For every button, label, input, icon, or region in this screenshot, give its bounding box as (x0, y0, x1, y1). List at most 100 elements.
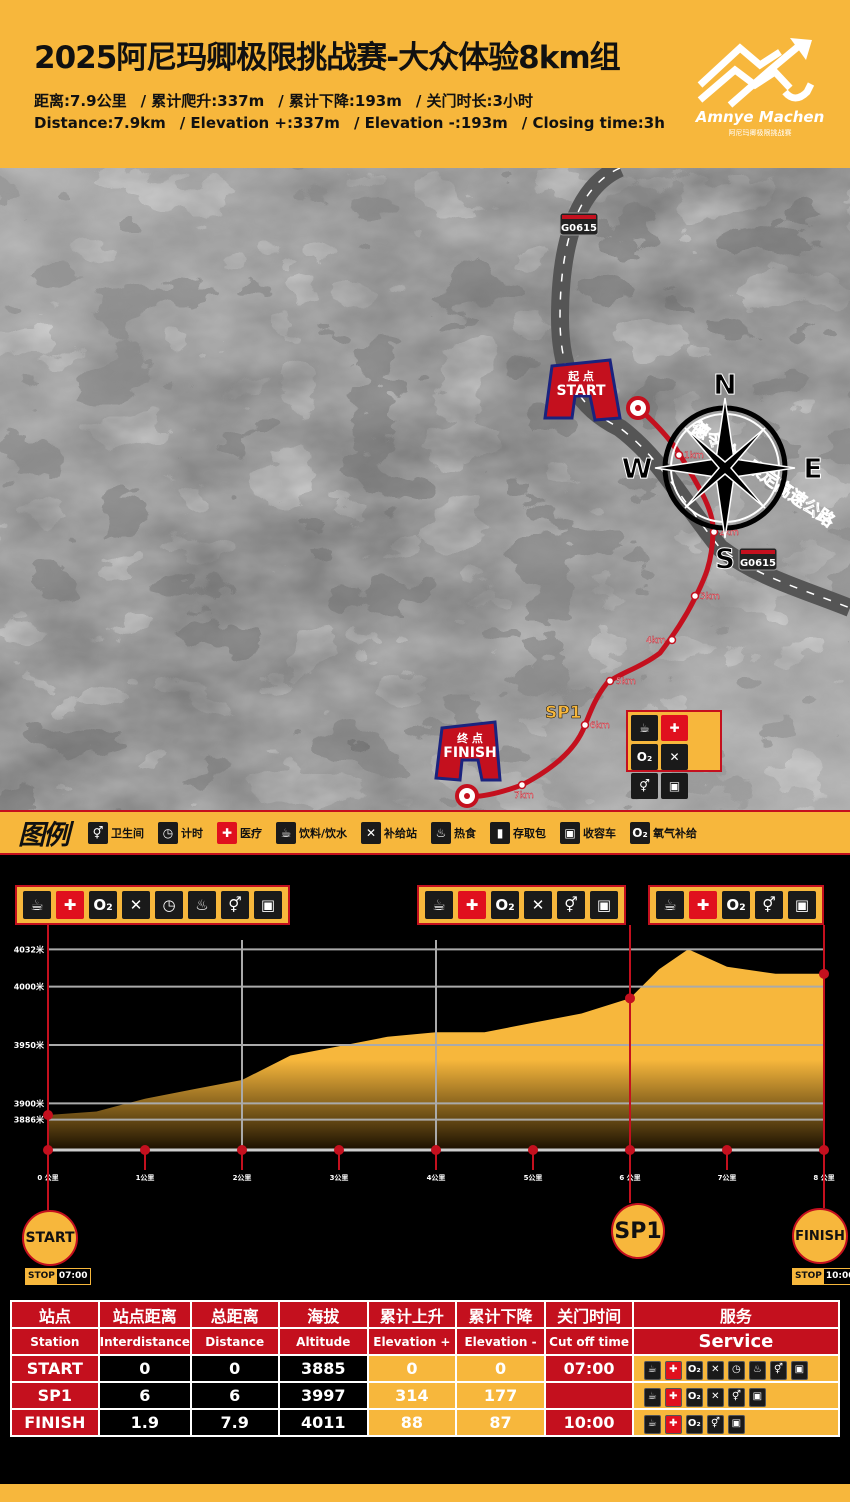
bus-icon: ▣ (748, 1387, 766, 1407)
timing-icon: ◷ (158, 821, 178, 844)
legend-item: ✕ 补给站 (361, 821, 418, 844)
svg-text:G0615: G0615 (561, 223, 597, 234)
bus-icon: ▣ (727, 1414, 745, 1434)
cell-alt: 4011 (277, 1408, 370, 1437)
legend-label: 医疗 (240, 826, 262, 840)
km-dot (431, 1145, 441, 1155)
km-label: 7km (514, 791, 534, 801)
y-tick-label: 3900米 (14, 1098, 45, 1108)
x-tick-label: 7公里 (718, 1173, 737, 1182)
x-tick-label: 3公里 (330, 1173, 349, 1182)
bottom-bar (0, 1484, 850, 1502)
column-header-en: Service (631, 1327, 841, 1356)
food-icon: ✕ (361, 821, 382, 844)
road-sign: G0615 (559, 212, 599, 236)
cell-inter: 6 (97, 1381, 192, 1410)
checkpoint-dot (625, 993, 635, 1004)
column-header-en: Elevation - (454, 1327, 547, 1356)
cell-services: ☕ ✚ O₂ ✕ ⚥ ▣ (631, 1381, 841, 1410)
bus-icon: ▣ (788, 891, 816, 919)
stat: / Elevation +:337m (179, 114, 340, 132)
route-map: 1km 2km 3km 4km 5km 6km 7km G0615 G0615 … (0, 168, 850, 810)
svg-text:起 点: 起 点 (567, 369, 594, 383)
legend-label: 饮料/饮水 (299, 826, 348, 840)
x-tick-label: 4公里 (427, 1173, 446, 1182)
km-label: 5km (616, 677, 636, 687)
food-icon: ✕ (661, 744, 688, 770)
legend-item: O₂ 氧气补给 (630, 821, 697, 844)
legend-title: 图例 (18, 820, 70, 851)
km-dot (334, 1145, 344, 1155)
cell-alt: 3997 (277, 1381, 370, 1410)
start-badge: START (22, 1210, 78, 1266)
table-row: START 0 0 3885 0 0 07:00 ☕ ✚ O₂ ✕ ◷ ♨ ⚥ ▣ (10, 1354, 841, 1383)
drink-icon: ☕ (643, 1414, 661, 1434)
column-header-en: Altitude (277, 1327, 370, 1356)
cell-station: FINISH (10, 1408, 100, 1437)
start-services: ☕ ✚ O₂ ✕ ◷ ♨ ⚥ ▣ (15, 885, 290, 925)
sp1-services: ☕ ✚ O₂ ✕ ⚥ ▣ (417, 885, 626, 925)
legend-label: 卫生间 (111, 826, 144, 840)
km-dot (528, 1145, 538, 1155)
column-header-en: Distance (189, 1327, 280, 1356)
header: 2025阿尼玛卿极限挑战赛-大众体验8km组 距离:7.9公里 / 累计爬升:33… (0, 0, 850, 168)
race-route (466, 406, 716, 799)
toilet-icon: ⚥ (727, 1387, 745, 1407)
drink-icon: ☕ (656, 891, 684, 919)
column-header: 累计上升 (367, 1300, 457, 1329)
svg-text:G0615: G0615 (740, 558, 776, 569)
cell-cutoff (544, 1381, 634, 1410)
stats-en: Distance:7.9km / Elevation +:337m / Elevat… (34, 114, 665, 132)
legend-item: ⚥ 卫生间 (88, 821, 144, 844)
medical-icon: ✚ (217, 821, 237, 844)
km-label: 1km (684, 451, 704, 461)
cell-dist: 0 (189, 1354, 280, 1383)
food-icon: ✕ (706, 1387, 724, 1407)
legend-label: 存取包 (513, 826, 547, 840)
legend-label: 计时 (181, 826, 203, 840)
medical-icon: ✚ (664, 1414, 682, 1434)
legend-item: ✚ 医疗 (217, 821, 262, 844)
toilet-icon: ⚥ (755, 891, 783, 919)
cell-dist: 6 (189, 1381, 280, 1410)
cell-services: ☕ ✚ O₂ ⚥ ▣ (631, 1408, 841, 1437)
logo-subtitle: 阿尼玛卿极限挑战赛 (728, 129, 792, 137)
km-label: 3km (700, 592, 720, 602)
medical-icon: ✚ (689, 891, 717, 919)
station-table: 站点 站点距离 总距离 海拔 累计上升 累计下降 关门时间 服务 Station Interdi… (10, 1300, 841, 1437)
oxygen-icon: O₂ (630, 821, 651, 844)
column-header: 站点 (10, 1300, 100, 1329)
start-stop-time: STOP 07:00 (25, 1268, 91, 1285)
oxygen-icon: O₂ (685, 1387, 703, 1407)
logo: Amnye Machen 阿尼玛卿极限挑战赛 (690, 30, 830, 140)
medical-icon: ✚ (56, 891, 84, 919)
food-icon: ✕ (706, 1360, 724, 1380)
oxygen-icon: O₂ (89, 891, 117, 919)
drink-icon: ☕ (23, 891, 51, 919)
table-row: FINISH 1.9 7.9 4011 88 87 10:00 ☕ ✚ O₂ ⚥ ▣ (10, 1408, 841, 1437)
hotfood-icon: ♨ (188, 891, 216, 919)
y-tick-label: 3950米 (14, 1040, 45, 1050)
legend-label: 热食 (454, 826, 477, 840)
drink-icon: ☕ (643, 1360, 661, 1380)
food-icon: ✕ (122, 891, 150, 919)
cell-up: 314 (367, 1381, 457, 1410)
terrain-map: 1km 2km 3km 4km 5km 6km 7km G0615 G0615 … (0, 168, 850, 810)
km-dot (237, 1145, 247, 1155)
svg-text:S: S (715, 542, 735, 575)
legend-label: 补给站 (384, 826, 418, 840)
road-sign: G0615 (738, 547, 778, 571)
legend-item: ♨ 热食 (431, 821, 477, 844)
column-header-en: Cut off time (544, 1327, 634, 1356)
x-tick-label: 2公里 (233, 1173, 252, 1182)
legend-label: 收容车 (583, 826, 617, 840)
toilet-icon: ⚥ (769, 1360, 787, 1380)
sp1-label: SP1 (545, 703, 582, 723)
timing-icon: ◷ (155, 891, 183, 919)
medical-icon: ✚ (664, 1360, 682, 1380)
finish-badge: FINISH (792, 1208, 848, 1264)
km-markers (517, 450, 719, 790)
